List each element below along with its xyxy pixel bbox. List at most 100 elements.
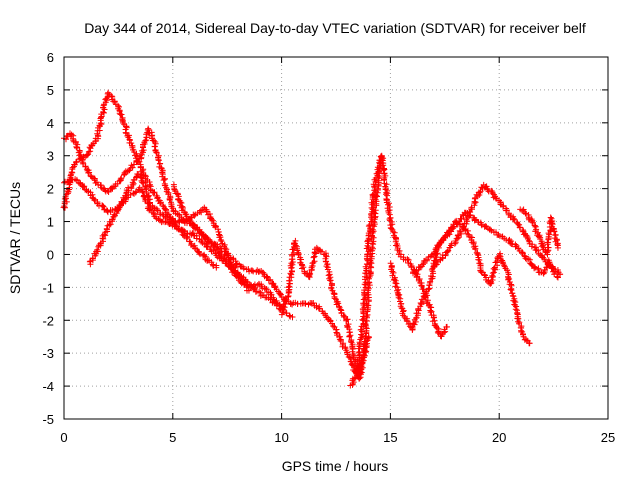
y-tick-label: -5	[42, 412, 54, 427]
data-point	[451, 240, 458, 247]
data-point	[535, 247, 542, 254]
data-point	[478, 222, 485, 229]
y-tick-label: 6	[47, 50, 54, 65]
data-point	[400, 307, 407, 314]
data-point	[281, 304, 288, 311]
data-point	[442, 252, 449, 259]
data-point	[181, 227, 188, 234]
data-point	[102, 187, 109, 194]
data-point	[352, 374, 359, 381]
data-point	[387, 215, 394, 221]
data-point	[351, 375, 358, 382]
data-point	[363, 338, 370, 345]
data-point	[474, 251, 481, 258]
data-point	[393, 280, 400, 287]
data-point	[488, 187, 495, 194]
series-s1	[60, 89, 220, 271]
data-point	[146, 207, 153, 214]
x-tick-label: 25	[601, 430, 615, 445]
data-point	[267, 276, 274, 283]
data-point	[418, 283, 425, 290]
x-tick-label: 0	[60, 430, 67, 445]
data-point	[196, 249, 203, 256]
data-point	[390, 269, 397, 276]
data-point	[151, 143, 158, 150]
data-point	[153, 149, 160, 156]
data-point	[256, 288, 263, 295]
data-point	[472, 246, 479, 253]
data-point	[267, 291, 274, 298]
data-point	[310, 300, 317, 306]
data-point	[369, 191, 376, 198]
data-point	[257, 292, 264, 299]
data-point	[457, 215, 464, 222]
data-point	[98, 121, 105, 128]
data-point	[152, 140, 159, 147]
data-point	[506, 276, 513, 282]
data-point	[368, 204, 375, 211]
data-point	[535, 233, 542, 240]
data-point	[363, 325, 370, 332]
data-point	[357, 326, 364, 333]
data-point	[337, 306, 344, 313]
data-point	[387, 260, 394, 267]
y-tick-label: 3	[47, 149, 54, 164]
data-point	[388, 225, 395, 232]
data-point	[348, 361, 355, 368]
data-point	[417, 264, 424, 271]
data-points	[60, 89, 564, 389]
data-point	[117, 176, 124, 183]
series-s11	[517, 206, 561, 258]
data-point	[444, 248, 451, 255]
data-point	[427, 278, 434, 285]
data-point	[208, 216, 215, 223]
data-point	[300, 264, 307, 271]
data-point	[156, 160, 163, 167]
data-point	[489, 272, 496, 279]
data-point	[167, 216, 174, 223]
data-point	[455, 232, 462, 238]
y-axis-label: SDTVAR / TECUs	[7, 182, 23, 294]
data-point	[86, 169, 93, 176]
data-point	[457, 228, 464, 235]
data-point	[347, 332, 354, 339]
data-point	[94, 246, 101, 253]
data-point	[140, 147, 147, 154]
data-point	[183, 213, 190, 220]
data-point	[92, 138, 99, 145]
data-point	[265, 277, 272, 284]
data-point	[374, 193, 380, 200]
data-point	[552, 232, 559, 239]
data-point	[327, 277, 334, 284]
data-point	[78, 153, 85, 160]
data-point	[142, 186, 149, 193]
data-point	[217, 245, 224, 251]
data-point	[310, 254, 317, 261]
data-point	[109, 207, 116, 214]
data-point	[270, 296, 277, 303]
data-point	[551, 228, 558, 235]
data-point	[546, 262, 553, 269]
x-tick-label: 10	[274, 430, 288, 445]
data-point	[522, 210, 529, 217]
y-tick-label: 1	[47, 215, 54, 230]
data-point	[299, 265, 305, 272]
data-point	[509, 240, 516, 247]
data-point	[240, 265, 247, 272]
data-point	[333, 329, 340, 336]
data-point	[427, 309, 434, 316]
data-point	[118, 111, 125, 118]
data-point	[432, 246, 439, 253]
data-point	[525, 237, 532, 244]
data-point	[522, 255, 529, 262]
series-s9	[410, 209, 561, 281]
axis-ticks: 0 5 10 15 20 25 -5 -4 -3 -2 -1 0 1 2 3 4 5 6	[42, 50, 615, 445]
data-point	[292, 242, 299, 249]
data-point	[512, 306, 519, 313]
data-point	[183, 235, 190, 242]
data-point	[68, 169, 75, 176]
y-tick-label: 4	[47, 116, 54, 131]
data-point	[526, 340, 533, 347]
data-point	[191, 212, 198, 219]
